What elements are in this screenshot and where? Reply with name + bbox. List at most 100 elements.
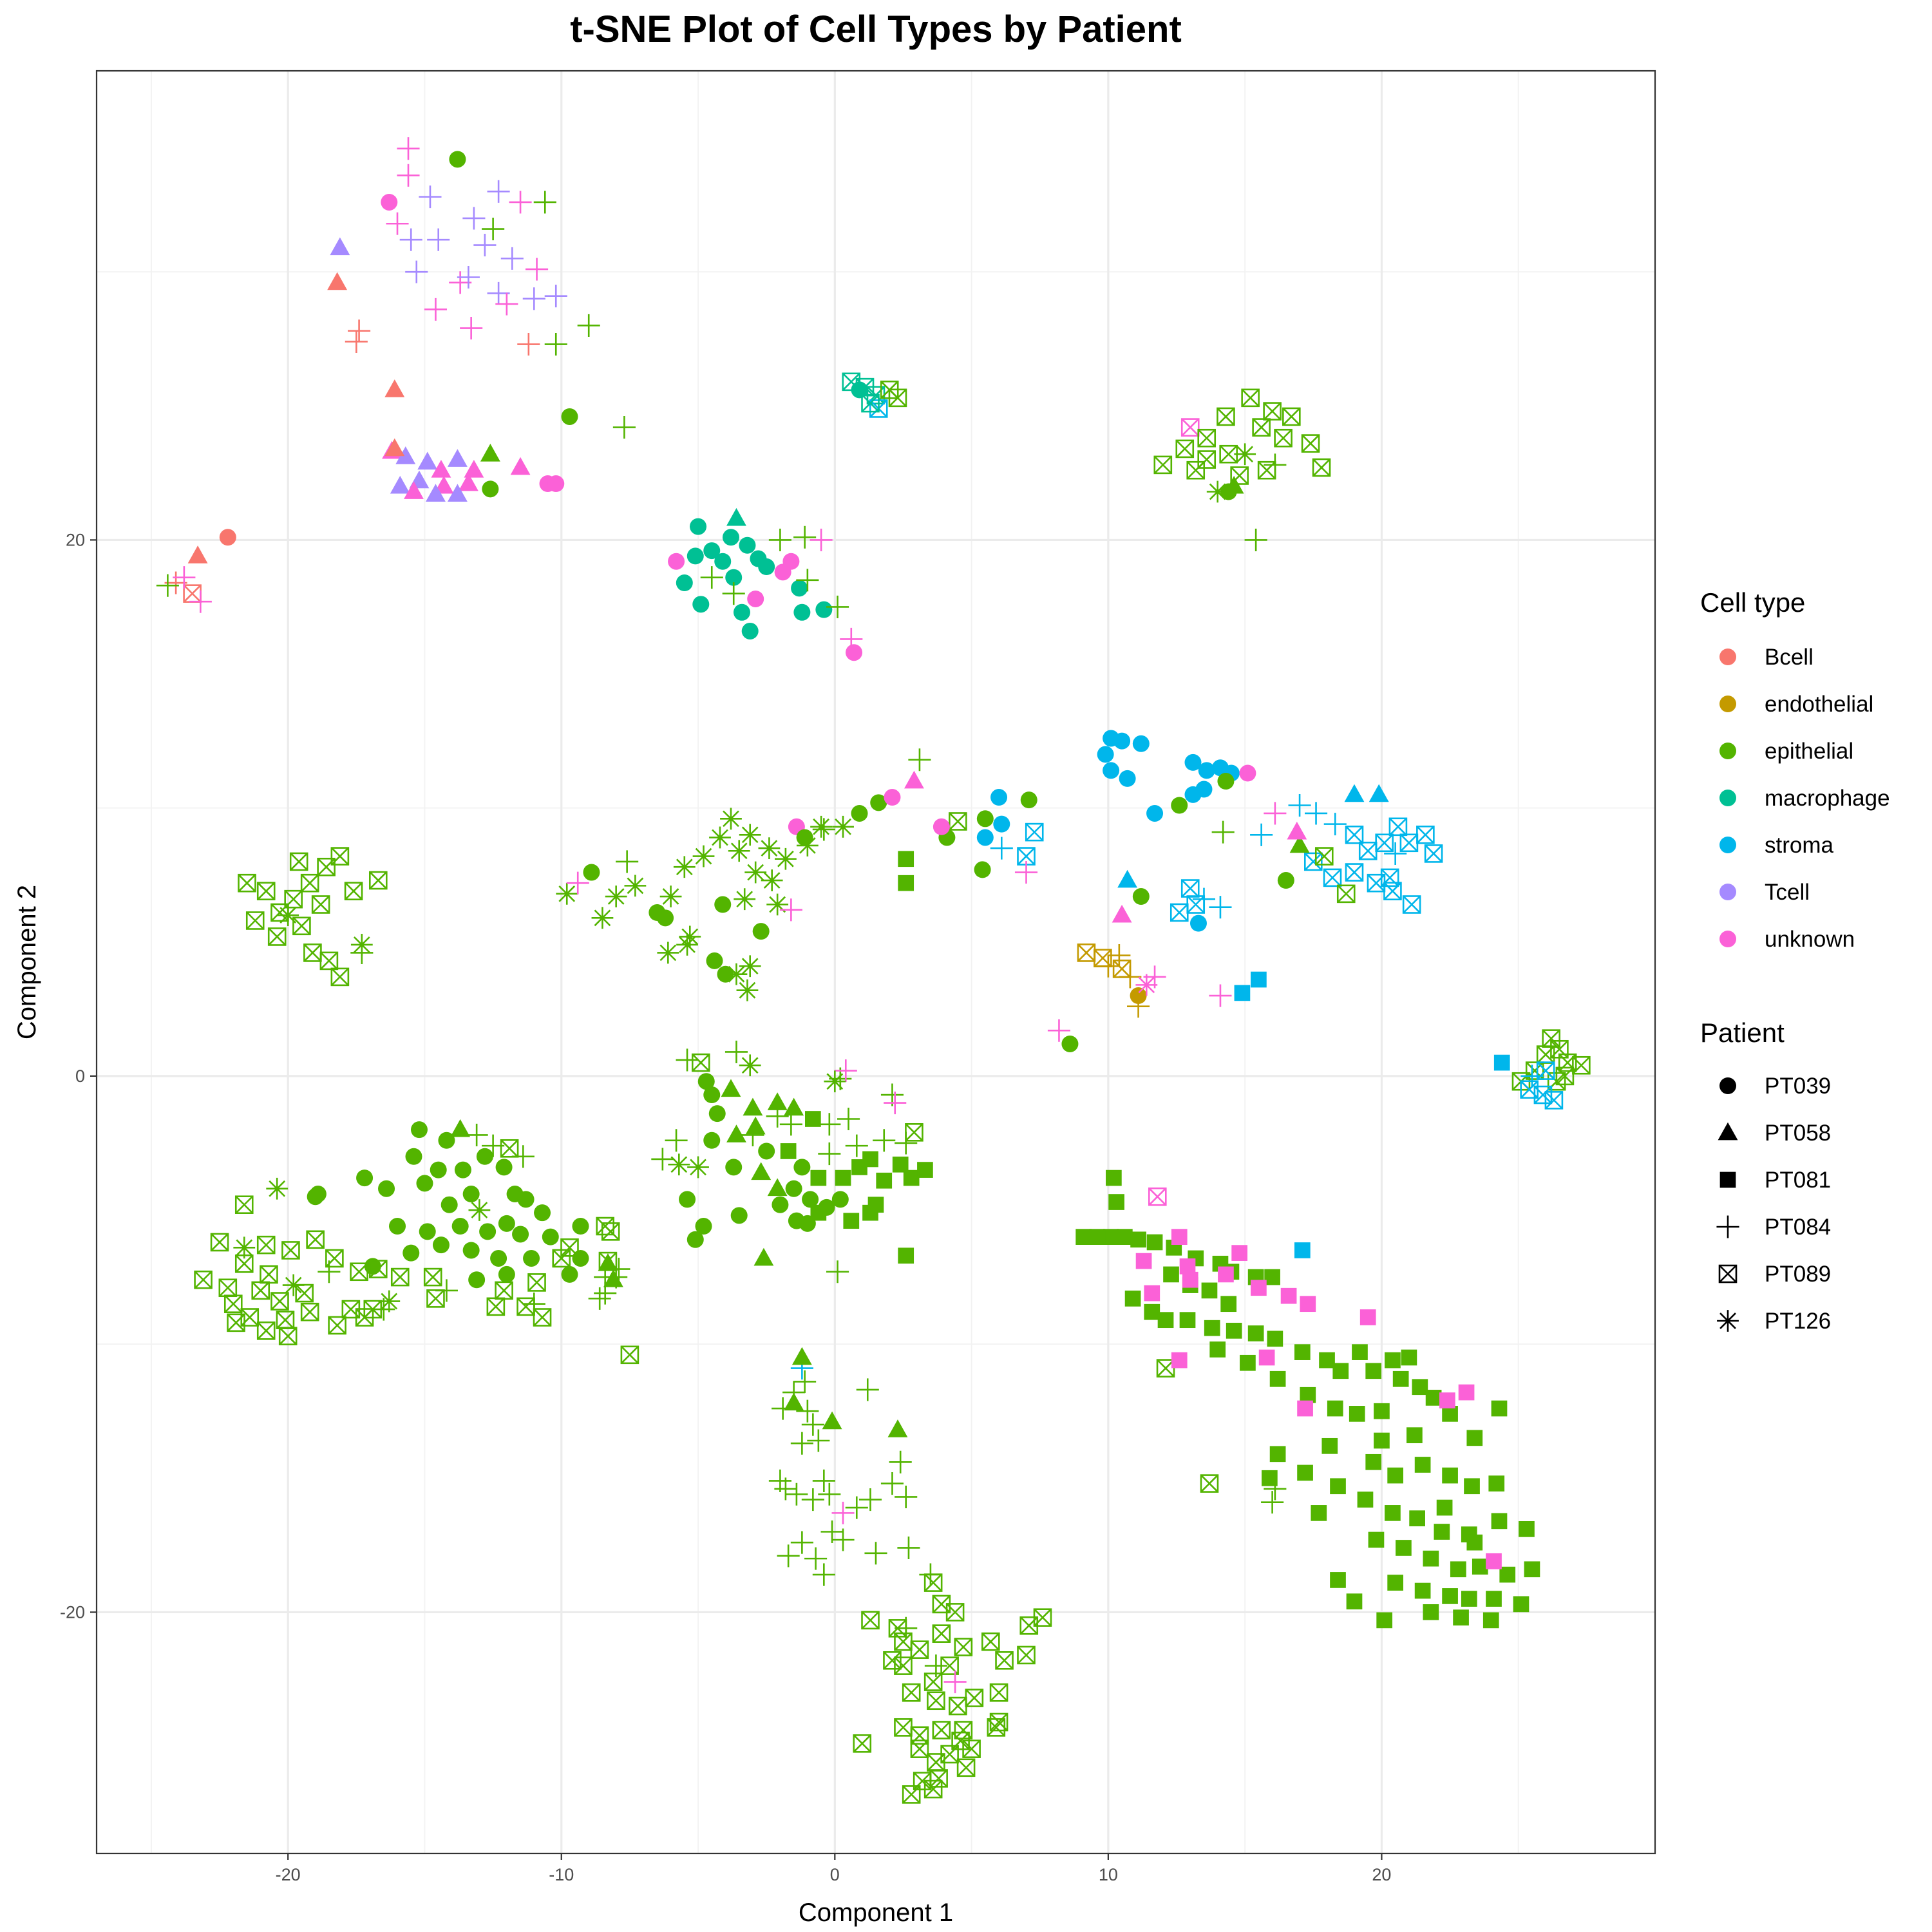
data-point (416, 1175, 433, 1192)
data-point (799, 1215, 816, 1232)
data-point (560, 1238, 579, 1257)
data-point (790, 1432, 813, 1455)
data-point (1247, 1325, 1264, 1341)
data-point (1466, 1430, 1483, 1446)
data-point (1319, 1352, 1335, 1368)
data-point (1209, 984, 1232, 1007)
data-point (482, 218, 505, 241)
data-point (902, 1785, 921, 1804)
data-point (1491, 1513, 1508, 1530)
data-point (883, 1651, 902, 1670)
data-point (1346, 1593, 1363, 1610)
data-point (845, 1496, 868, 1519)
data-point (1171, 1229, 1188, 1245)
data-point (720, 808, 742, 830)
data-point (943, 1671, 967, 1694)
data-point (544, 333, 567, 356)
data-point (386, 212, 409, 235)
data-point (933, 818, 950, 835)
legend-key-pt089 (1718, 1264, 1738, 1283)
cell-type-legend: Cell type Bcell endothelial epithelial macr… (1700, 587, 1890, 952)
data-point (449, 151, 466, 168)
data-point (1206, 480, 1229, 503)
data-point (726, 507, 746, 526)
data-point (739, 955, 761, 978)
data-point (1135, 974, 1158, 996)
data-point (1117, 869, 1138, 888)
data-point (1392, 1370, 1409, 1387)
data-point (410, 1121, 428, 1139)
data-point (692, 845, 715, 867)
data-point (510, 457, 531, 475)
data-point (679, 1191, 696, 1208)
data-point (1146, 1234, 1163, 1251)
x-tick-label: -20 (276, 1865, 301, 1884)
data-point (990, 837, 1013, 860)
data-point (768, 1469, 791, 1492)
data-point (657, 942, 679, 964)
data-point (468, 1199, 491, 1221)
data-point (709, 826, 731, 849)
data-point (327, 272, 348, 290)
data-point (779, 1113, 802, 1136)
data-point (1374, 1403, 1390, 1419)
data-point (399, 228, 422, 251)
data-point (791, 580, 808, 597)
data-point (405, 1148, 422, 1165)
data-point (435, 1279, 458, 1302)
data-point (281, 1241, 300, 1260)
data-point (556, 882, 578, 905)
data-point (1396, 1540, 1412, 1556)
data-point (1414, 1582, 1431, 1599)
data-point (460, 317, 483, 340)
data-point (292, 916, 311, 936)
data-point (612, 416, 636, 439)
data-point (751, 1162, 772, 1180)
data-point (378, 1290, 401, 1312)
data-point (793, 526, 817, 549)
data-point (511, 1145, 535, 1168)
data-point (815, 601, 833, 618)
data-point (266, 1177, 289, 1200)
data-point (384, 379, 405, 397)
data-point (1234, 985, 1251, 1001)
data-point (949, 812, 967, 831)
data-point (703, 1132, 721, 1149)
data-point (223, 1294, 243, 1314)
data-point (480, 443, 500, 462)
data-point (714, 896, 732, 913)
data-point (895, 1485, 918, 1508)
data-point (517, 333, 540, 356)
data-point (1301, 434, 1320, 453)
data-point (790, 1531, 813, 1554)
data-point (1385, 1352, 1401, 1368)
data-point (861, 1611, 880, 1630)
data-point (1264, 802, 1287, 825)
data-point (703, 542, 721, 560)
data-point (1250, 823, 1273, 846)
data-point (1198, 762, 1215, 779)
data-point (1106, 1170, 1122, 1186)
data-point (601, 1222, 620, 1241)
data-point (1288, 793, 1311, 817)
data-point (1280, 1287, 1297, 1304)
data-point (583, 864, 600, 881)
data-point (665, 1129, 688, 1152)
data-point (1218, 1266, 1234, 1283)
data-point (1352, 1344, 1368, 1360)
data-point (956, 1758, 976, 1777)
data-point (350, 1262, 368, 1282)
data-point (1143, 965, 1166, 989)
data-point (1461, 1591, 1477, 1607)
data-point (1108, 1194, 1124, 1210)
data-point (1434, 1524, 1450, 1540)
data-point (714, 553, 732, 570)
data-point (368, 871, 388, 890)
data-point (454, 1161, 471, 1179)
data-point (1482, 1612, 1499, 1629)
data-point (417, 451, 438, 470)
data-point (1374, 1432, 1390, 1449)
legend-key-stroma (1719, 837, 1736, 853)
data-point (319, 951, 339, 971)
x-tick-label: -10 (549, 1865, 574, 1884)
